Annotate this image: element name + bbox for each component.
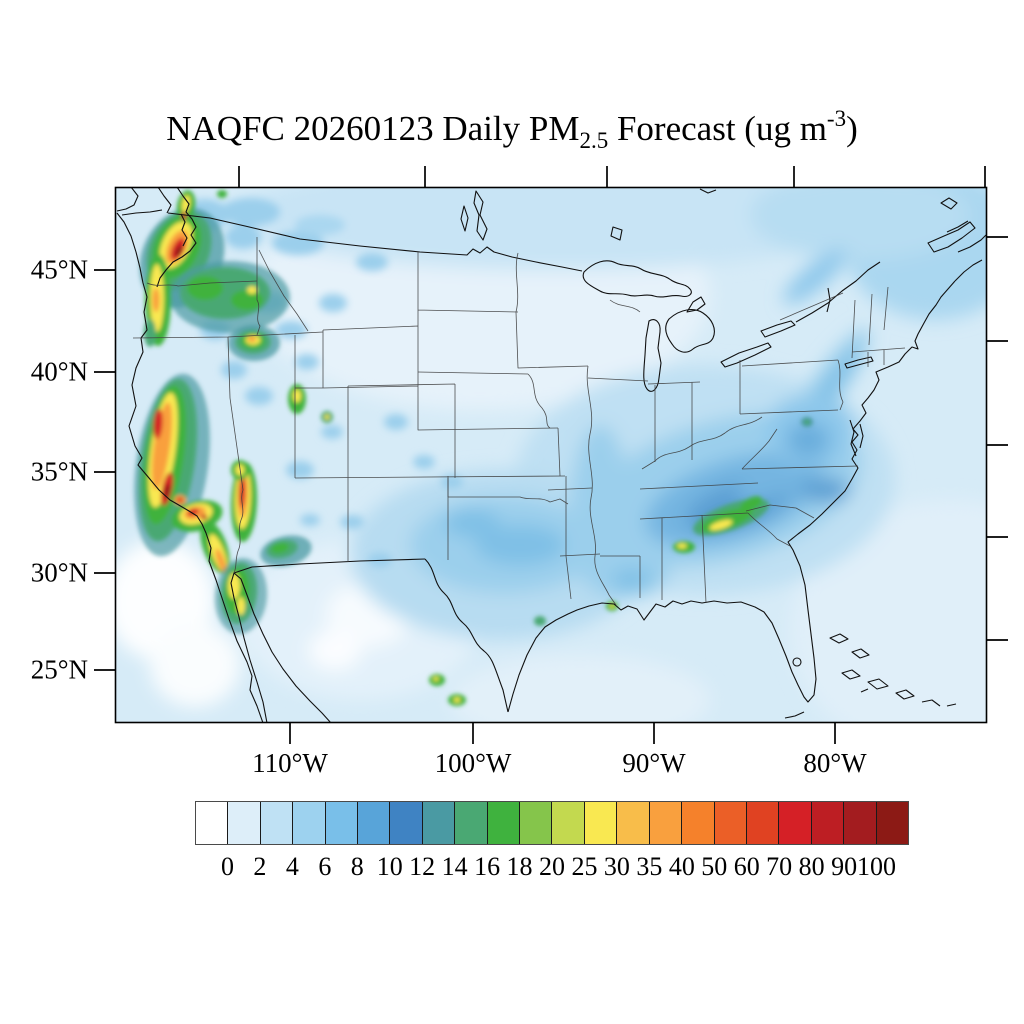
colorbar-cell	[487, 802, 521, 844]
colorbar-cell	[260, 802, 294, 844]
top-axis-ticks	[238, 166, 986, 187]
title-superscript: -3	[826, 106, 847, 131]
colorbar-cell	[325, 802, 359, 844]
colorbar-tick-label: 10	[376, 852, 403, 881]
left-axis-ticks	[94, 269, 115, 671]
title-text: NAQFC 20260123 Daily PM	[166, 109, 580, 148]
colorbar-cell	[779, 802, 812, 844]
colorbar-cell	[584, 802, 618, 844]
title-text-mid: Forecast (ug m	[608, 109, 827, 148]
colorbar-cell	[811, 802, 845, 844]
lat-label-40n: 40°N	[30, 356, 88, 387]
lon-label-90w: 90°W	[622, 748, 686, 778]
colorbar-tick-label: 70	[766, 852, 793, 881]
colorbar-cell	[714, 802, 747, 844]
colorbar-cell	[844, 802, 877, 844]
colorbar-cell	[552, 802, 585, 844]
lat-label-30n: 30°N	[30, 557, 88, 588]
colorbar-tick-label: 25	[571, 852, 598, 881]
colorbar-tick-label: 8	[350, 852, 364, 881]
colorbar-cell	[876, 802, 908, 844]
bottom-axis-ticks	[289, 723, 836, 744]
colorbar-cell	[682, 802, 715, 844]
page-title: NAQFC 20260123 Daily PM2.5 Forecast (ug …	[0, 106, 1024, 154]
colorbar-tick-label: 6	[318, 852, 332, 881]
colorbar-tick-label: 12	[409, 852, 436, 881]
colorbar-tick-label: 90	[831, 852, 858, 881]
colorbar-tick-label: 35	[636, 852, 663, 881]
colorbar-tick-label: 50	[701, 852, 728, 881]
map-frame	[114, 186, 988, 724]
lon-label-110w: 110°W	[252, 748, 328, 778]
colorbar-tick-label: 100	[857, 852, 897, 881]
lat-label-45n: 45°N	[30, 254, 88, 285]
colorbar-tick-label: 16	[474, 852, 501, 881]
colorbar-cell	[520, 802, 553, 844]
coastlines	[116, 188, 986, 722]
colorbar-tick-label: 20	[539, 852, 565, 881]
colorbar-cell	[455, 802, 488, 844]
colorbar-tick-label: 80	[798, 852, 825, 881]
pm-contour-washes	[116, 188, 986, 722]
colorbar-cell	[390, 802, 423, 844]
colorbar-cell	[228, 802, 261, 844]
lon-label-100w: 100°W	[434, 748, 512, 778]
colorbar-cell	[617, 802, 650, 844]
colorbar-tick-label: 30	[603, 852, 630, 881]
title-subscript: 2.5	[579, 128, 609, 153]
colorbar-tick-label: 2	[253, 852, 267, 881]
colorbar-labels: 0 2 4 6 8 10 12 14 16 18 20 25 30 35 40 50 60 70 80 90 100	[195, 852, 909, 882]
colorbar-tick-label: 18	[506, 852, 533, 881]
state-boundaries	[132, 237, 906, 606]
lat-label-25n: 25°N	[30, 654, 88, 685]
colorbar-cell	[649, 802, 683, 844]
lon-label-80w: 80°W	[803, 748, 867, 778]
colorbar-tick-label: 0	[220, 852, 234, 881]
colorbar	[195, 801, 909, 845]
right-axis-ticks	[987, 236, 1008, 641]
colorbar-tick-label: 14	[441, 852, 468, 881]
colorbar-tick-label: 60	[733, 852, 760, 881]
colorbar-cell	[746, 802, 780, 844]
colorbar-cell	[422, 802, 456, 844]
axis-ticks	[94, 166, 1008, 744]
colorbar-cell	[293, 802, 326, 844]
title-text-end: )	[846, 109, 858, 148]
lat-label-35n: 35°N	[30, 456, 88, 487]
colorbar-tick-label: 4	[285, 852, 299, 881]
colorbar-cell	[358, 802, 391, 844]
colorbar-tick-label: 40	[668, 852, 695, 881]
colorbar-cell	[196, 802, 229, 844]
